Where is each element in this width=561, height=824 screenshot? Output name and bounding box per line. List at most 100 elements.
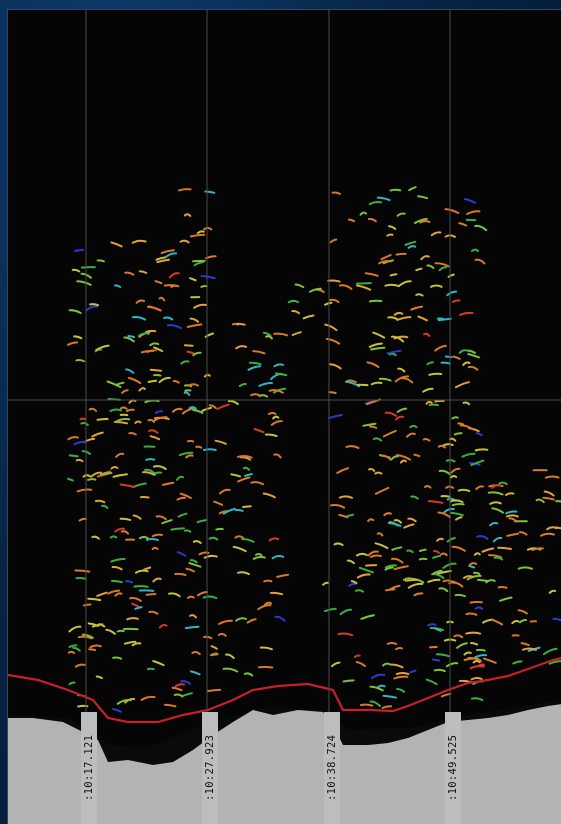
fish-target — [113, 709, 121, 712]
fish-target — [349, 584, 355, 586]
fish-target — [264, 333, 271, 336]
fish-target — [471, 602, 482, 603]
fish-target — [238, 478, 249, 482]
fish-target — [457, 643, 467, 648]
fish-target — [349, 220, 354, 222]
fish-target — [186, 627, 199, 628]
fish-target — [456, 382, 469, 387]
fish-target — [136, 571, 148, 573]
fish-target — [171, 528, 184, 529]
fish-target — [357, 286, 370, 290]
fish-target — [390, 354, 396, 356]
fish-target — [135, 607, 141, 609]
fish-target — [175, 695, 183, 697]
fish-target — [118, 700, 131, 704]
fish-target — [490, 523, 497, 525]
fish-target — [450, 476, 456, 478]
fish-target — [251, 394, 260, 396]
fish-target — [112, 581, 122, 582]
fish-target — [216, 529, 222, 530]
fish-target — [366, 273, 378, 276]
fish-target — [126, 369, 133, 372]
fish-target — [443, 564, 455, 568]
fish-target — [357, 554, 367, 556]
fish-target — [166, 253, 177, 257]
fish-target — [331, 240, 337, 243]
fish-target — [244, 468, 249, 470]
fish-target — [477, 536, 487, 539]
fish-target — [98, 260, 104, 261]
fish-target — [378, 533, 383, 535]
fish-target — [219, 621, 232, 624]
fish-target — [433, 556, 440, 558]
fish-target — [157, 516, 166, 519]
fish-target — [70, 310, 81, 313]
fish-target — [370, 426, 376, 427]
fish-target — [476, 607, 483, 609]
fish-target — [90, 409, 97, 411]
fish-target — [432, 574, 444, 578]
fish-target — [519, 567, 532, 568]
fish-target — [77, 578, 86, 579]
fish-target — [289, 301, 298, 302]
fish-target — [164, 317, 172, 319]
fish-target — [471, 666, 484, 668]
fish-target — [456, 595, 465, 596]
fish-target — [153, 661, 163, 665]
fish-target — [532, 548, 543, 550]
fish-target — [258, 605, 270, 609]
fish-target — [256, 554, 262, 555]
fish-target — [469, 367, 478, 370]
fish-target — [472, 678, 482, 679]
fish-target — [492, 620, 502, 625]
fish-target — [231, 474, 240, 476]
fish-target — [122, 390, 128, 393]
fish-target — [88, 599, 100, 600]
fish-target — [194, 305, 206, 308]
fish-target — [438, 318, 444, 319]
fish-target — [537, 500, 544, 503]
fish-target — [329, 415, 342, 418]
fish-target — [455, 433, 462, 434]
time-label: :10:49.525 — [445, 712, 461, 824]
fish-target — [140, 271, 146, 273]
time-label: :10:27.923 — [202, 712, 218, 824]
fish-target — [188, 384, 198, 385]
fish-target — [186, 455, 192, 457]
echogram-view[interactable]: :10:17.121 :10:27.923 :10:38.724 :10:49.… — [7, 9, 561, 824]
fish-target — [177, 498, 185, 500]
fish-target — [190, 615, 196, 617]
fish-target — [125, 273, 133, 275]
fish-target — [165, 285, 179, 286]
fish-target — [111, 559, 124, 562]
fish-target — [346, 382, 359, 387]
fish-target — [458, 423, 463, 424]
fish-target — [450, 500, 462, 502]
fish-target — [255, 429, 264, 432]
fish-target — [273, 556, 284, 558]
fish-target — [430, 405, 438, 406]
fish-target — [438, 513, 450, 518]
fish-target — [395, 566, 408, 569]
fish-target — [384, 431, 396, 437]
fish-target — [468, 351, 475, 353]
fish-target — [512, 621, 518, 623]
fish-target — [541, 534, 554, 536]
fish-target — [153, 548, 158, 549]
fish-target — [140, 590, 154, 591]
fish-target — [185, 390, 190, 391]
fish-target — [293, 332, 301, 335]
time-label: :10:38.724 — [324, 712, 340, 824]
fish-target — [383, 706, 392, 708]
fish-target — [398, 214, 405, 216]
fish-target — [179, 514, 187, 517]
gridlines — [8, 10, 561, 824]
fish-target — [323, 583, 329, 585]
fish-target — [348, 561, 354, 564]
fish-target — [494, 538, 502, 541]
fish-target — [157, 258, 165, 260]
fish-target — [492, 508, 503, 512]
fish-target — [181, 241, 189, 243]
fish-target — [253, 351, 264, 353]
fish-target — [489, 492, 503, 494]
